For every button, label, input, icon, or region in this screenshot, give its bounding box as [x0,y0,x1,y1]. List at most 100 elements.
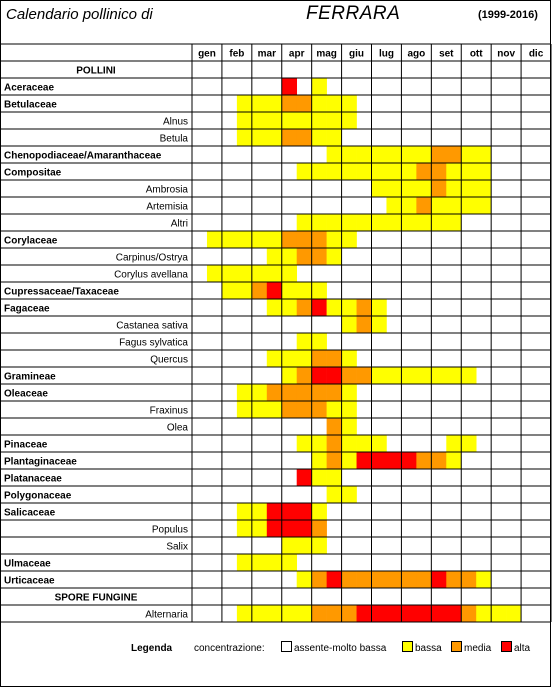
concentration-cell [311,350,327,367]
family-label: Chenopodiaceae/Amaranthaceae [4,151,162,162]
concentration-cell [431,197,447,214]
concentration-cell [296,384,312,401]
month-label: ott [470,49,483,60]
concentration-cell [236,95,253,112]
concentration-cell [236,520,253,537]
concentration-cell [416,163,432,180]
legend-item-high: alta [514,643,531,654]
concentration-cell [371,299,387,316]
concentration-cell [341,418,357,435]
concentration-cell [326,112,342,129]
taxon-label: Olea [167,423,189,434]
concentration-cell [341,605,357,622]
concentration-cell [476,146,492,163]
concentration-cell [281,384,298,401]
concentration-cell [326,401,342,418]
concentration-cell [311,537,327,554]
family-label: Ulmaceae [4,559,51,570]
concentration-cell [326,146,342,163]
concentration-cell [296,469,312,486]
concentration-cell [356,605,372,622]
concentration-cell [281,95,298,112]
concentration-cell [281,299,298,316]
concentration-cell [326,469,342,486]
concentration-cell [371,571,387,588]
concentration-cell [416,214,432,231]
concentration-cell [326,435,342,452]
concentration-cell [311,282,327,299]
concentration-cell [371,435,387,452]
concentration-cell [311,469,327,486]
concentration-cell [341,146,357,163]
concentration-cell [251,520,268,537]
month-label: nov [497,49,515,60]
concentration-cell [236,112,253,129]
concentration-cell [431,452,447,469]
concentration-cell [341,384,357,401]
concentration-cell [401,367,417,384]
concentration-cell [311,299,327,316]
concentration-cell [296,248,312,265]
concentration-cell [311,129,327,146]
concentration-cell [266,248,283,265]
concentration-cell [461,367,477,384]
concentration-cell [341,316,357,333]
concentration-cell [296,367,312,384]
concentration-cell [296,282,312,299]
concentration-cell [386,571,402,588]
concentration-cell [446,605,462,622]
concentration-cell [251,129,268,146]
concentration-cell [311,78,327,95]
concentration-cell [341,163,357,180]
taxon-label: Artemisia [146,202,188,213]
concentration-cell [326,486,342,503]
concentration-cell [476,605,492,622]
concentration-cell [461,163,477,180]
concentration-cell [416,367,432,384]
concentration-cell [446,146,462,163]
concentration-cell [296,401,312,418]
concentration-cell [251,503,268,520]
concentration-cell [311,452,327,469]
concentration-cell [416,452,432,469]
concentration-cell [431,146,447,163]
concentration-cell [311,384,327,401]
concentration-cell [251,112,268,129]
concentration-cell [221,265,238,282]
taxon-label: Alternaria [145,610,188,621]
concentration-cell [326,299,342,316]
concentration-cell [416,605,432,622]
concentration-cell [266,401,283,418]
concentration-cell [326,452,342,469]
concentration-cell [356,299,372,316]
month-label: gen [198,49,216,60]
family-label: Fagaceae [4,304,50,315]
legend: Legenda concentrazione: assente-molto ba… [0,640,552,660]
concentration-cell [251,384,268,401]
concentration-cell [431,571,447,588]
concentration-cell [266,299,283,316]
concentration-cell [221,282,238,299]
concentration-cell [326,95,342,112]
concentration-cell [266,282,283,299]
taxon-label: Betula [160,134,189,145]
concentration-cell [311,112,327,129]
concentration-cell [416,571,432,588]
concentration-cell [311,605,327,622]
concentration-cell [341,401,357,418]
concentration-cell [311,214,327,231]
concentration-cell [446,163,462,180]
concentration-cell [251,554,268,571]
concentration-cell [371,146,387,163]
concentration-cell [326,571,342,588]
concentration-cell [326,418,342,435]
concentration-cell [311,571,327,588]
concentration-cell [296,299,312,316]
concentration-cell [311,503,327,520]
legend-label: concentrazione: [194,643,265,654]
concentration-cell [326,163,342,180]
concentration-cell [386,163,402,180]
concentration-cell [311,435,327,452]
family-label: Aceraceae [4,83,54,94]
concentration-cell [266,231,283,248]
